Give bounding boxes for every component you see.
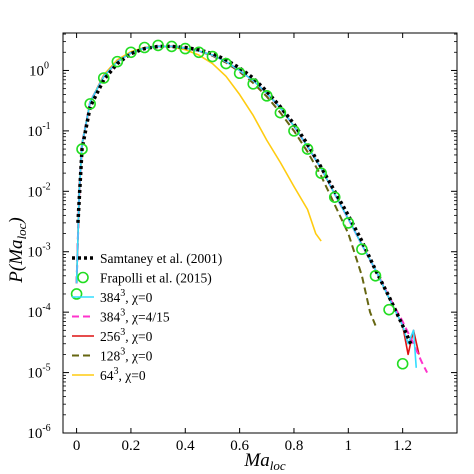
legend-label: Frapolli et al. (2015) — [100, 271, 212, 286]
series-1-point — [125, 46, 137, 59]
series-1-point — [193, 46, 205, 59]
legend-label: 1283, χ=0 — [100, 347, 153, 364]
legend-label: Samtaney et al. (2001) — [100, 251, 222, 266]
y-tick-label: 100 — [29, 60, 49, 79]
x-tick-label: 1.2 — [393, 438, 412, 454]
legend-label: 3843, χ=0 — [100, 288, 153, 305]
series-1-point — [233, 67, 246, 80]
x-axis-title-sub: loc — [270, 458, 286, 473]
x-tick-label: 0.4 — [176, 438, 195, 454]
series-1-point — [396, 357, 409, 370]
y-tick-label: 10-4 — [27, 302, 50, 321]
series-2-line — [75, 45, 418, 368]
legend-label: 643, χ=0 — [100, 366, 146, 383]
y-axis: 100 10-1 10-2 10-3 10-4 10-5 10-6 — [27, 33, 457, 442]
series-1-point — [152, 39, 164, 52]
series-1-point — [260, 90, 273, 102]
series-1-point — [220, 57, 232, 70]
series-1-point — [383, 303, 395, 316]
series-6-line — [75, 45, 322, 284]
series-1-point — [111, 55, 124, 68]
x-tick-label: 0.2 — [122, 438, 141, 454]
series-1-point — [247, 78, 260, 90]
x-tick-label: 0.8 — [285, 438, 304, 454]
series-1-point — [97, 72, 110, 84]
y-axis-title: P(Maloc) — [6, 217, 29, 283]
series-1-point — [179, 42, 192, 55]
series-1-point — [165, 40, 178, 53]
series-1-point — [328, 191, 341, 203]
y-axis-title-sub: loc — [14, 223, 29, 239]
series-1-point — [84, 98, 96, 110]
series-1-point — [206, 50, 219, 63]
x-axis-title: Maloc — [243, 450, 285, 473]
series-1-point — [356, 243, 368, 256]
y-tick-label: 10-1 — [27, 121, 50, 140]
y-tick-label: 10-3 — [27, 242, 50, 261]
y-axis-title-close: ) — [6, 217, 27, 224]
plot-frame — [62, 32, 458, 434]
y-tick-label: 10-2 — [27, 181, 50, 200]
x-tick-label: 0 — [73, 438, 81, 454]
series-4-line — [75, 45, 420, 356]
series-1-point — [274, 106, 287, 119]
legend-label: 3843, χ=4/15 — [100, 308, 170, 325]
series-1-point — [342, 217, 355, 229]
legend: Samtaney et al. (2001) Frapolli et al. (2… — [72, 251, 222, 383]
legend-marker — [77, 271, 89, 284]
y-tick-label: 10-5 — [27, 363, 50, 382]
x-tick-label: 0.6 — [230, 438, 249, 454]
x-axis: 0 0.2 0.4 0.6 0.8 1 1.2 — [73, 33, 412, 454]
series-1-point — [138, 41, 151, 54]
legend-label: 2563, χ=0 — [100, 327, 153, 344]
series-1-point — [369, 269, 382, 282]
y-tick-label: 10-6 — [27, 423, 50, 442]
series-1-point — [76, 143, 88, 155]
series-1-point — [301, 143, 314, 155]
x-tick-label: 1 — [345, 438, 353, 454]
series-1-point — [70, 288, 83, 300]
plot-area — [70, 39, 429, 374]
series-1-point — [288, 125, 300, 137]
series-1-point — [315, 167, 327, 179]
